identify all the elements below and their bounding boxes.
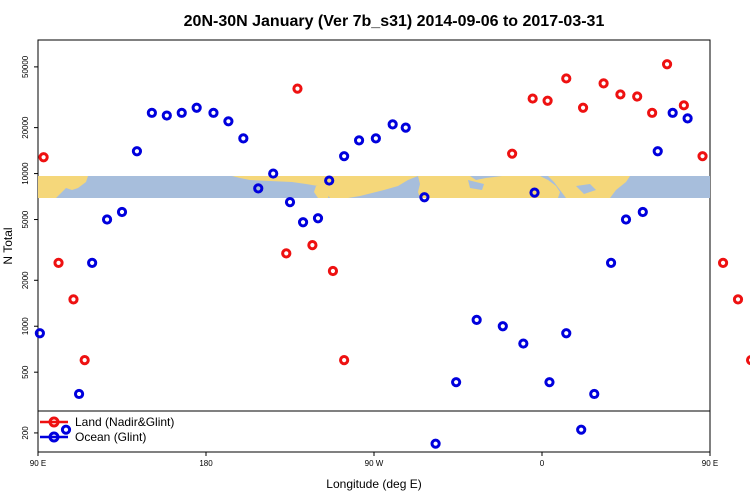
data-point-ocean [116, 206, 128, 218]
data-point-ocean [34, 328, 45, 339]
data-point-ocean [324, 175, 335, 186]
y-tick-label: 200 [21, 426, 30, 440]
data-point-ocean [497, 321, 508, 332]
x-tick-label: 180 [199, 459, 213, 468]
data-point-ocean [430, 438, 441, 449]
data-point-ocean [682, 113, 693, 124]
plot-frame [37, 39, 711, 453]
data-point-ocean [589, 388, 600, 400]
y-tick-label: 1000 [21, 317, 30, 335]
data-point-ocean [223, 116, 234, 127]
data-point-land [697, 151, 708, 162]
data-point-ocean [529, 187, 540, 198]
data-point-land [327, 265, 339, 277]
data-point-ocean [87, 257, 98, 268]
data-point-ocean [561, 328, 572, 339]
data-point-ocean [419, 192, 430, 203]
data-point-land [542, 95, 553, 106]
map-water-detail [468, 180, 596, 194]
legend-swatch-marker-land [48, 416, 60, 428]
x-axis: 90 E 180 90 W 0 90 E [30, 452, 718, 468]
data-point-land [292, 83, 303, 94]
data-point-ocean [667, 107, 678, 118]
data-point-ocean [339, 151, 350, 162]
data-point-land [745, 355, 750, 366]
data-point-ocean [268, 168, 279, 179]
data-point-land [38, 152, 49, 163]
data-point-land [577, 102, 589, 113]
data-point-ocean [253, 183, 264, 194]
legend-label-land: Land (Nadir&Glint) [75, 415, 174, 429]
y-axis-label: N Total [1, 227, 15, 264]
data-point-land [307, 239, 318, 251]
plot-area [37, 39, 711, 453]
data-point-ocean [73, 388, 85, 400]
data-point-land [647, 107, 658, 118]
y-tick-label: 500 [21, 365, 30, 379]
data-point-ocean [652, 146, 663, 157]
data-point-ocean [208, 107, 219, 118]
data-point-ocean [284, 197, 296, 208]
data-point-ocean [353, 135, 365, 146]
y-tick-label: 2000 [21, 271, 30, 289]
x-axis-label: Longitude (deg E) [326, 477, 421, 491]
data-point-ocean [370, 133, 381, 144]
legend-swatch-marker-ocean [48, 431, 60, 443]
data-point-ocean [576, 424, 587, 435]
y-tick-label: 50000 [21, 55, 30, 78]
data-point-ocean [146, 107, 157, 118]
legend: Land (Nadir&Glint) Ocean (Glint) [40, 415, 174, 444]
data-point-ocean [131, 146, 143, 157]
data-point-ocean [238, 133, 249, 144]
data-point-ocean [312, 213, 324, 224]
data-point-land [527, 93, 538, 104]
data-point-land [632, 91, 643, 102]
data-point-ocean [297, 217, 309, 228]
data-point-ocean [400, 122, 411, 133]
data-point-ocean [620, 214, 632, 225]
data-point-land [339, 354, 350, 366]
data-point-ocean [518, 338, 529, 349]
data-point-ocean [191, 102, 202, 113]
y-tick-label: 20000 [21, 116, 30, 139]
data-point-ocean [605, 257, 617, 268]
y-tick-label: 5000 [21, 210, 30, 228]
data-point-ocean [60, 424, 72, 435]
data-point-land [68, 294, 79, 305]
data-point-ocean [101, 214, 113, 225]
legend-label-ocean: Ocean (Glint) [75, 430, 146, 444]
data-point-land [717, 257, 729, 268]
x-tick-label: 90 E [30, 459, 46, 468]
y-axis: 200 500 1000 2000 5000 10000 20000 50000 [21, 55, 38, 440]
x-tick-label: 90 E [702, 459, 718, 468]
legend-item-ocean: Ocean (Glint) [40, 430, 146, 444]
data-point-ocean [451, 377, 462, 388]
data-point-land [53, 257, 64, 268]
legend-item-land: Land (Nadir&Glint) [40, 415, 174, 429]
data-point-land [79, 354, 90, 366]
data-point-land [281, 248, 292, 259]
world-map-strip [38, 176, 710, 198]
data-point-ocean [387, 119, 398, 130]
x-tick-label: 90 W [365, 459, 384, 468]
data-points [34, 59, 750, 449]
x-tick-label: 0 [540, 459, 545, 468]
data-point-land [561, 73, 572, 84]
data-point-ocean [161, 110, 172, 121]
data-point-ocean [544, 377, 555, 388]
data-point-land [598, 78, 609, 89]
chart-title: 20N-30N January (Ver 7b_s31) 2014-09-06 … [184, 13, 605, 30]
data-point-ocean [471, 314, 482, 326]
data-point-land [661, 59, 673, 70]
y-tick-label: 10000 [21, 162, 30, 185]
data-point-land [678, 100, 689, 111]
data-point-land [732, 294, 744, 305]
data-point-land [615, 89, 626, 100]
data-point-ocean [176, 107, 187, 118]
data-point-ocean [637, 206, 648, 218]
data-point-land [507, 148, 518, 159]
